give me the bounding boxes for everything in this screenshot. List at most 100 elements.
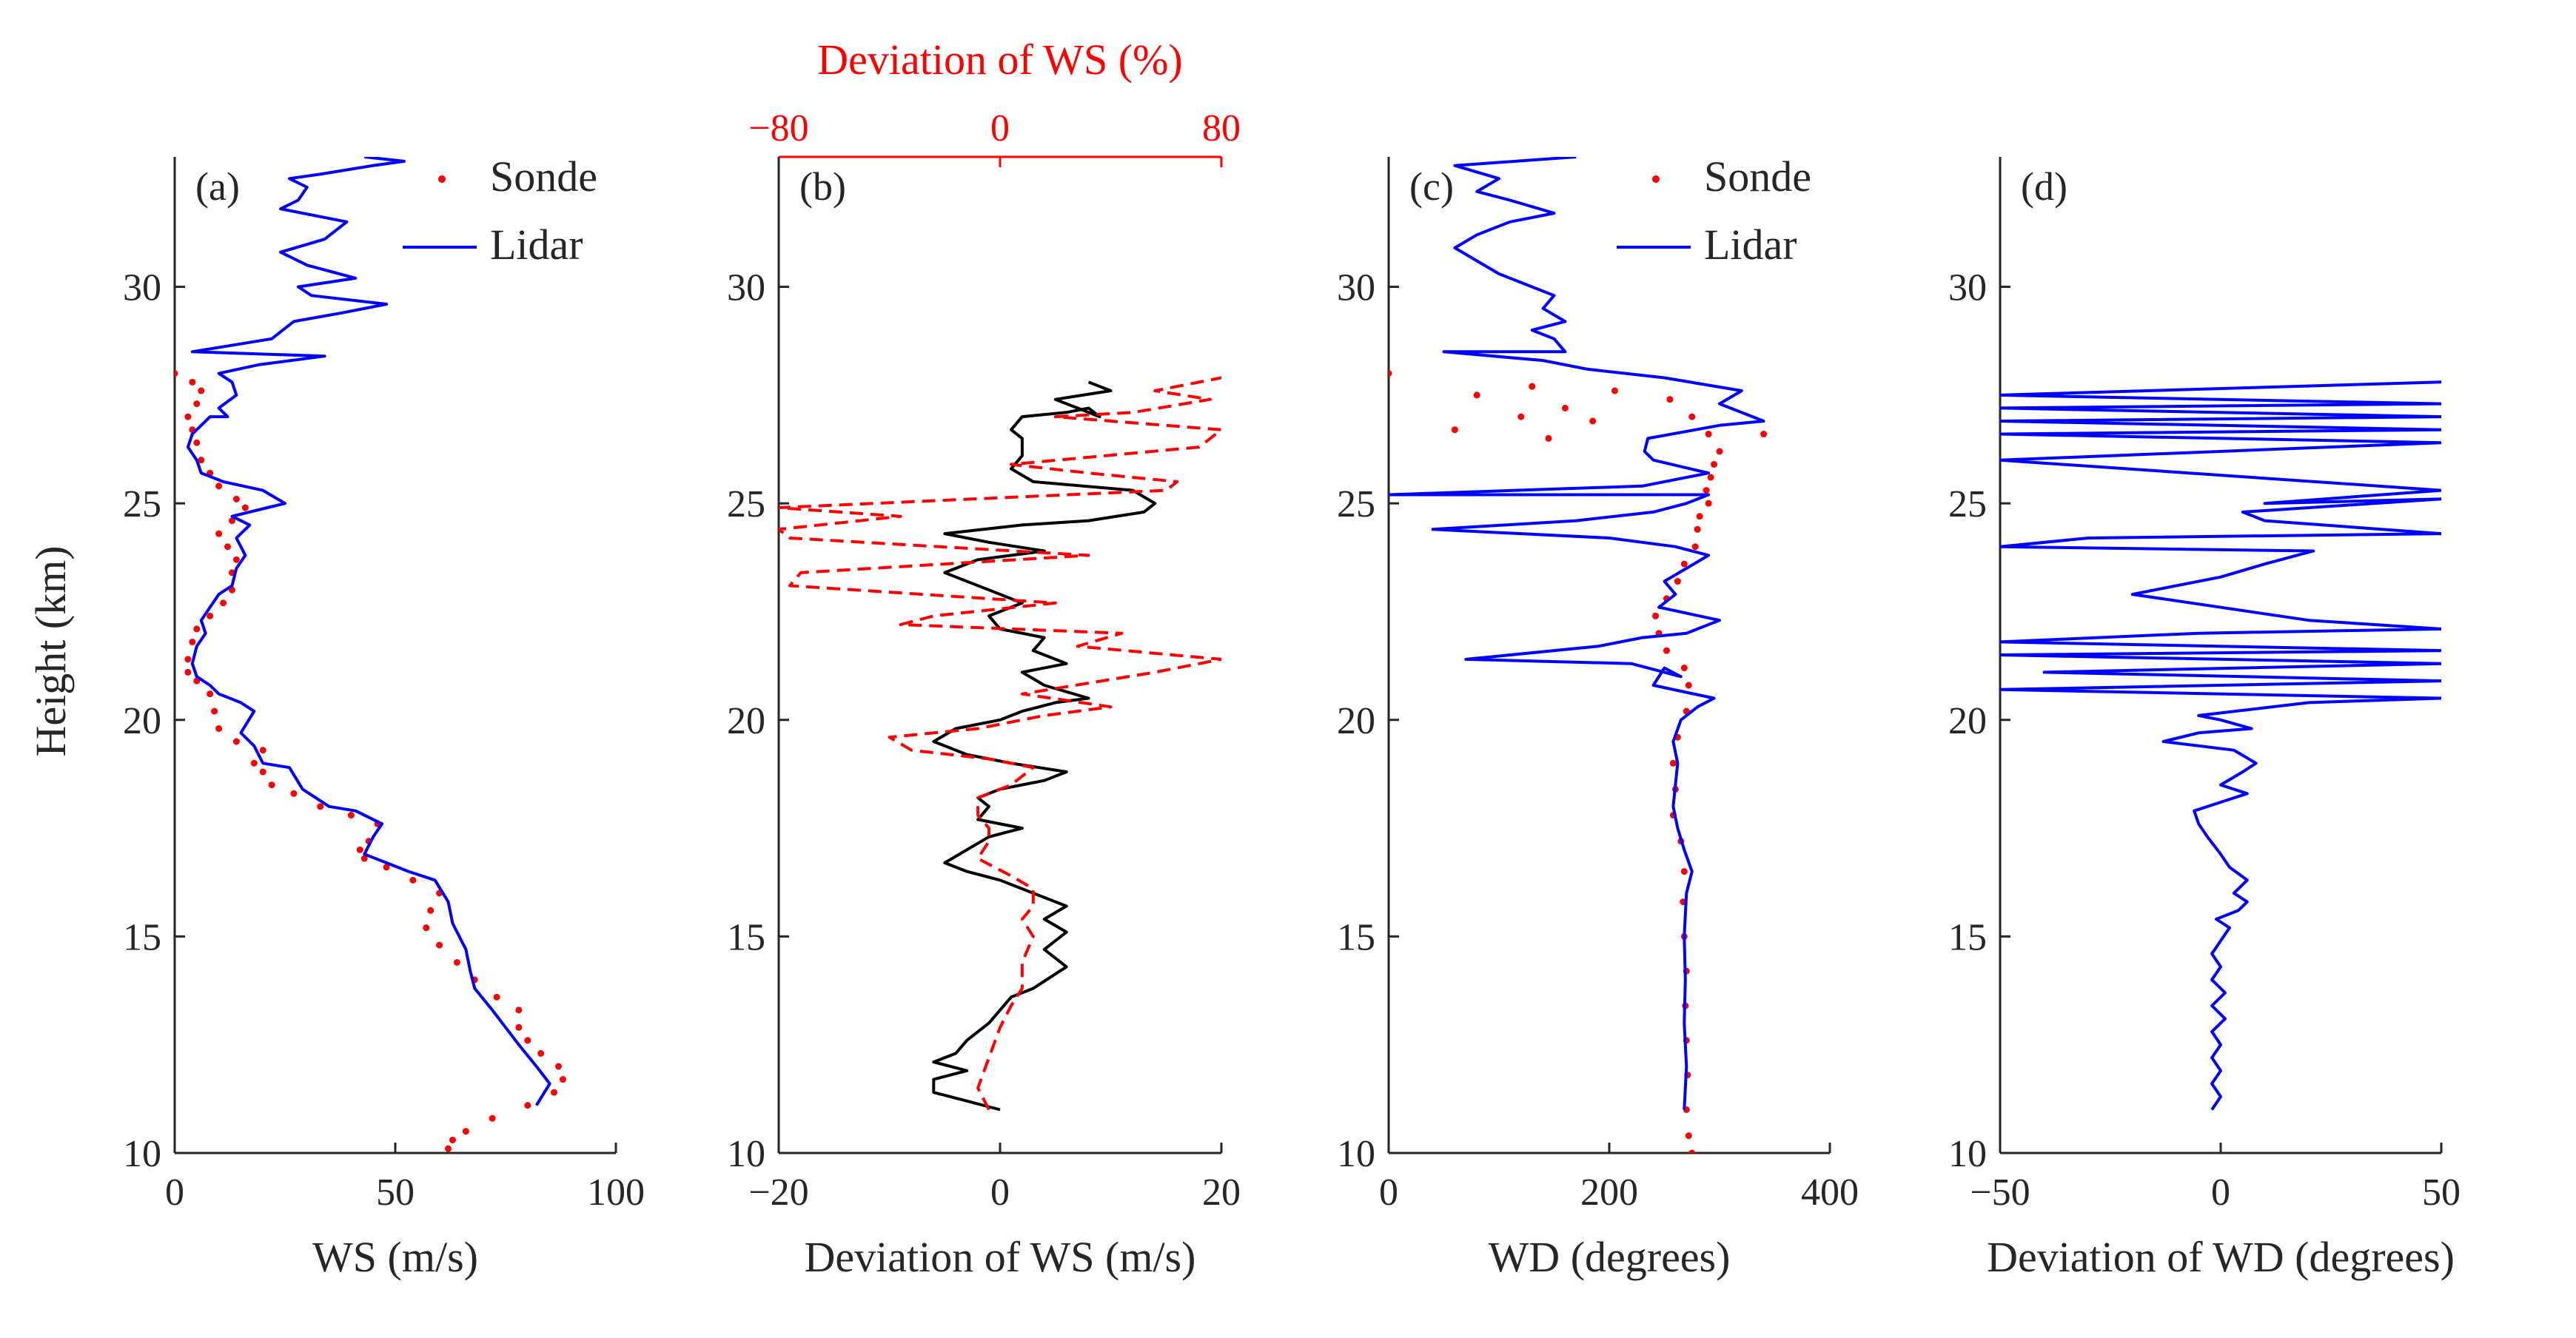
x-axis-label: Deviation of WD (degrees)	[1987, 1233, 2455, 1281]
sonde-point	[453, 959, 460, 966]
sonde-point	[1680, 665, 1688, 672]
y-tick-label: 15	[123, 916, 161, 958]
panel-4: 10 15 20 25 30 −50 0 50 Deviation of WD (degrees…	[1948, 157, 2461, 1281]
sonde-point	[409, 876, 417, 884]
sonde-point	[1529, 383, 1536, 390]
y-tick-label: 30	[727, 267, 765, 309]
sonde-point	[1680, 560, 1688, 568]
y-axis-label: Height (km)	[27, 545, 75, 756]
sonde-point	[189, 378, 196, 386]
sonde-point	[189, 638, 196, 645]
sonde-point	[1663, 647, 1670, 654]
sonde-point	[241, 504, 249, 511]
x-tick-label: 50	[376, 1171, 415, 1214]
sonde-point	[232, 738, 240, 745]
sonde-point	[211, 707, 218, 715]
sonde-point	[559, 1076, 566, 1083]
sonde-point	[489, 1115, 496, 1122]
secondary-x-tick-label: 80	[1202, 107, 1241, 149]
y-tick-label: 15	[727, 916, 765, 958]
sonde-point	[1545, 434, 1552, 442]
sonde-point	[515, 1023, 523, 1031]
sonde-point	[1389, 370, 1392, 377]
x-axis-label: WD (degrees)	[1489, 1233, 1731, 1281]
secondary-x-tick-label: 0	[990, 107, 1010, 149]
sonde-point	[232, 556, 240, 563]
sonde-point	[423, 924, 430, 932]
sonde-point	[1666, 396, 1674, 403]
y-tick-label: 25	[1337, 483, 1375, 525]
x-tick-label: 400	[1801, 1171, 1859, 1214]
sonde-point	[215, 483, 223, 490]
legend-sonde-marker	[438, 175, 446, 183]
sonde-point	[1561, 404, 1569, 411]
sonde-point	[1652, 612, 1660, 619]
panel-1: 10 15 20 25 30 0 50 100 WS (m/s) (a) Sonde Lidar	[123, 152, 645, 1281]
legend: Sonde Lidar	[403, 152, 597, 269]
y-tick-label: 20	[727, 700, 765, 742]
sonde-point	[224, 543, 232, 551]
y-tick-label: 30	[1948, 267, 1987, 309]
sonde-point	[193, 400, 201, 408]
sonde-point	[290, 790, 298, 797]
x-tick-label: 50	[2422, 1171, 2461, 1214]
x-tick-label: −20	[748, 1171, 808, 1214]
panel-label: (c)	[1409, 164, 1454, 209]
series-deviation	[779, 376, 1221, 1111]
sonde-point	[220, 599, 227, 607]
sonde-point	[1707, 474, 1714, 481]
x-tick-label: −50	[1970, 1171, 2030, 1214]
sonde-point	[1517, 413, 1525, 420]
y-tick-label: 25	[123, 483, 161, 525]
panel-3: 10 15 20 25 30 0 200 400 WD (degrees) (c) Sonde Lid…	[1337, 152, 1859, 1281]
sonde-point	[436, 941, 443, 949]
sonde-point	[1760, 431, 1768, 438]
x-tick-label: 0	[1379, 1171, 1398, 1214]
series-sonde	[1389, 370, 1768, 1153]
sonde-point	[193, 625, 201, 633]
sonde-point	[268, 781, 275, 789]
y-tick-label: 20	[123, 700, 161, 742]
y-tick-label: 20	[1948, 700, 1987, 742]
sonde-point	[515, 1006, 523, 1014]
panel-label: (d)	[2021, 164, 2067, 209]
sonde-point	[215, 725, 223, 732]
x-axis-label: WS (m/s)	[312, 1233, 478, 1281]
sonde-point	[317, 803, 324, 810]
sonde-point	[1688, 1149, 1696, 1153]
sonde-point	[462, 1128, 469, 1135]
legend-sonde-marker	[1652, 175, 1660, 183]
sonde-point	[551, 1089, 558, 1096]
y-tick-label: 15	[1948, 916, 1987, 958]
sonde-point	[445, 1145, 452, 1152]
sonde-point	[427, 907, 435, 914]
sonde-point	[207, 690, 214, 698]
sonde-point	[555, 1063, 563, 1070]
sonde-point	[360, 855, 368, 862]
panel-label: (a)	[195, 164, 240, 209]
secondary-x-tick-label: −80	[748, 107, 808, 149]
sonde-point	[1688, 413, 1696, 420]
sonde-point	[1694, 525, 1701, 533]
sonde-point	[184, 413, 192, 420]
y-tick-label: 20	[1337, 700, 1375, 742]
plot-area	[2000, 380, 2441, 1111]
plot-area	[1389, 157, 1768, 1153]
sonde-point	[193, 439, 201, 446]
y-tick-label: 10	[727, 1133, 765, 1175]
sonde-point	[1696, 513, 1703, 520]
sonde-point	[493, 993, 500, 1001]
sonde-point	[259, 747, 266, 754]
x-tick-label: 0	[990, 1171, 1010, 1214]
y-tick-label: 25	[727, 483, 765, 525]
sonde-point	[259, 768, 266, 776]
y-tick-label: 10	[123, 1133, 161, 1175]
x-tick-label: 200	[1580, 1171, 1638, 1214]
legend-lidar-label: Lidar	[490, 221, 583, 269]
sonde-point	[207, 612, 214, 619]
sonde-point	[198, 387, 205, 394]
panel-label: (b)	[799, 164, 846, 209]
sonde-point	[250, 759, 258, 767]
